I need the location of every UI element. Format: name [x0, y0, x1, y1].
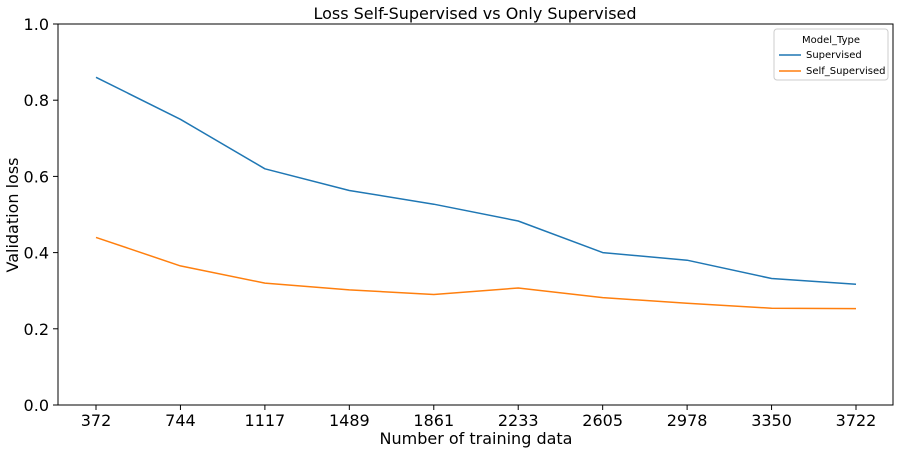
- plot-area: [57, 23, 894, 406]
- y-tick-label: 0.4: [24, 244, 49, 263]
- y-tick-label: 0.6: [24, 167, 49, 186]
- legend-title: Model_Type: [802, 35, 860, 46]
- x-axis: 372 744 1117 1489 1861 2233 2605 2978 3350 3722: [81, 405, 877, 430]
- x-tick-label: 372: [81, 411, 112, 430]
- series-line-self-supervised: [95, 236, 857, 310]
- y-tick-label: 1.0: [24, 15, 49, 34]
- x-tick-label: 1117: [245, 411, 286, 430]
- legend: Model_Type Supervised Self_Supervised: [773, 28, 889, 81]
- y-tick-label: 0.0: [24, 396, 49, 415]
- x-tick-label: 1489: [329, 411, 370, 430]
- x-tick-label: 3722: [836, 411, 877, 430]
- y-axis-label: Validation loss: [3, 158, 22, 273]
- series-line-supervised: [95, 76, 857, 285]
- y-axis: 0.0 0.2 0.4 0.6 0.8 1.0: [24, 15, 58, 415]
- x-tick-label: 2978: [667, 411, 708, 430]
- legend-box: [773, 28, 889, 81]
- x-tick-label: 2605: [582, 411, 623, 430]
- x-tick-label: 1861: [413, 411, 454, 430]
- legend-label-supervised: Supervised: [806, 50, 862, 61]
- x-axis-label: Number of training data: [380, 429, 573, 448]
- x-tick-label: 2233: [498, 411, 539, 430]
- x-tick-label: 744: [165, 411, 196, 430]
- x-tick-label: 3350: [751, 411, 792, 430]
- y-tick-label: 0.8: [24, 91, 49, 110]
- series-layer: [95, 76, 857, 310]
- y-tick-label: 0.2: [24, 320, 49, 339]
- chart-title: Loss Self-Supervised vs Only Supervised: [313, 4, 636, 23]
- legend-label-self-supervised: Self_Supervised: [806, 66, 886, 77]
